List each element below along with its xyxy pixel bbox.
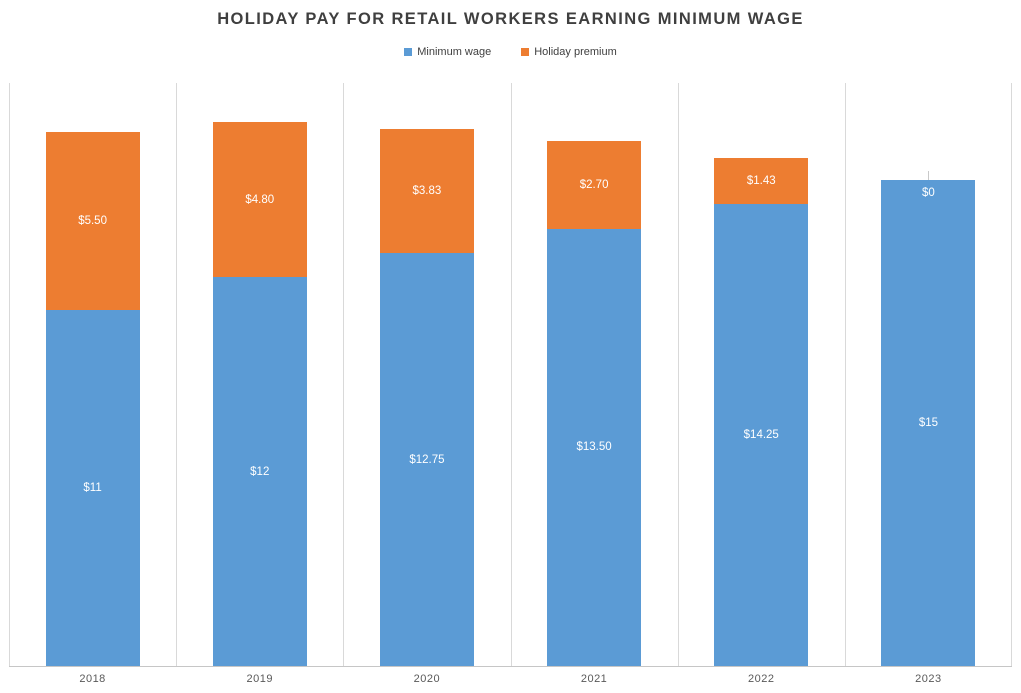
gridline	[176, 83, 177, 666]
gridline	[511, 83, 512, 666]
legend: Minimum wage Holiday premium	[0, 46, 1021, 58]
bar-segment-minimum-wage: $12.75	[379, 253, 474, 666]
bar-segment-holiday-premium: $1.43	[714, 158, 809, 205]
plot-area: $5.50 $11 $4.80 $12 $3.83 $12.75 $2.70 $13.50 $1…	[9, 83, 1012, 666]
legend-item-holiday-premium: Holiday premium	[521, 46, 617, 58]
bar-group-2018: $5.50 $11	[45, 131, 140, 666]
data-label-holiday-premium: $2.70	[579, 179, 609, 192]
x-axis-line	[9, 666, 1012, 667]
data-label-minimum-wage: $12	[250, 465, 270, 478]
legend-swatch-icon	[521, 48, 530, 56]
x-axis-label: 2019	[246, 673, 273, 685]
x-axis-labels: 2018 2019 2020 2021 2022 2023	[9, 673, 1012, 689]
data-label-holiday-premium: $3.83	[412, 185, 442, 198]
bar-group-2021: $2.70 $13.50	[547, 141, 642, 666]
zero-label-leader-line	[928, 171, 930, 185]
x-axis-label: 2023	[915, 673, 942, 685]
gridline	[9, 83, 10, 666]
bar-group-2020: $3.83 $12.75	[379, 129, 474, 666]
legend-swatch-icon	[404, 48, 413, 56]
bar-group-2019: $4.80 $12	[212, 121, 307, 666]
data-label-minimum-wage: $11	[83, 481, 102, 494]
data-label-holiday-premium: $4.80	[245, 193, 275, 206]
bar-segment-holiday-premium: $2.70	[547, 141, 642, 229]
x-axis-label: 2020	[413, 673, 441, 685]
bar-segment-minimum-wage: $15 $0	[881, 180, 976, 666]
bar-segment-minimum-wage: $13.50	[547, 228, 642, 666]
gridline	[343, 83, 344, 666]
gridline	[845, 83, 846, 666]
legend-item-minimum-wage: Minimum wage	[404, 46, 491, 58]
bar-segment-minimum-wage: $14.25	[714, 204, 809, 666]
data-label-minimum-wage: $14.25	[743, 429, 779, 442]
bar-segment-minimum-wage: $12	[212, 277, 307, 666]
x-axis-label: 2022	[747, 673, 775, 685]
data-label-holiday-premium: $5.50	[78, 214, 107, 227]
bar-group-2022: $1.43 $14.25	[714, 158, 809, 666]
data-label-holiday-premium: $0	[922, 187, 935, 200]
x-axis-label: 2021	[580, 673, 608, 685]
bar-segment-holiday-premium: $3.83	[379, 129, 474, 254]
data-label-holiday-premium: $1.43	[746, 175, 776, 188]
data-label-minimum-wage: $12.75	[409, 453, 445, 466]
legend-label: Minimum wage	[417, 46, 492, 58]
bar-group-2023: $15 $0	[881, 180, 976, 666]
data-label-minimum-wage: $15	[918, 417, 938, 430]
legend-label: Holiday premium	[534, 46, 617, 58]
x-axis-label: 2018	[79, 673, 106, 685]
data-label-minimum-wage: $13.50	[576, 441, 612, 454]
bar-segment-holiday-premium: $4.80	[212, 121, 307, 278]
bar-segment-holiday-premium: $5.50	[45, 131, 140, 310]
chart-title: HOLIDAY PAY FOR RETAIL WORKERS EARNING M…	[217, 10, 804, 28]
gridline	[1011, 83, 1012, 666]
bar-segment-minimum-wage: $11	[45, 309, 140, 666]
gridline	[678, 83, 679, 666]
